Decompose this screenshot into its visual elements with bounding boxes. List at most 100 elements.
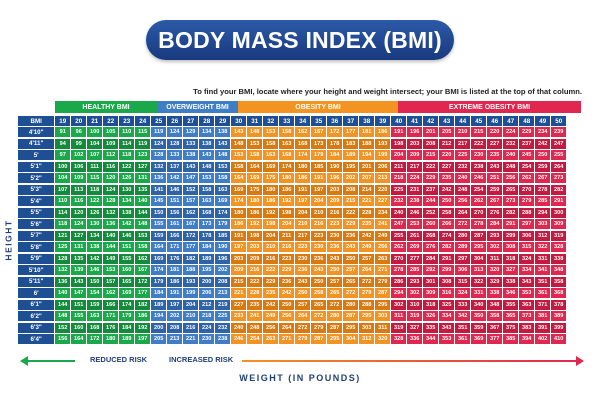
weight-cell: 172 (87, 334, 103, 345)
weight-cell: 279 (311, 322, 327, 333)
weight-cell: 322 (535, 242, 551, 253)
weight-cell: 250 (279, 299, 295, 310)
weight-cell: 327 (503, 265, 519, 276)
weight-cell: 313 (471, 265, 487, 276)
weight-cell: 257 (359, 253, 375, 264)
weight-cell: 164 (231, 173, 247, 184)
weight-cell: 124 (167, 127, 183, 138)
weight-cell: 216 (311, 219, 327, 230)
weight-cell: 107 (55, 184, 71, 195)
weight-cell: 348 (551, 265, 567, 276)
height-cell: 5'4" (18, 196, 55, 207)
weight-cell: 134 (87, 230, 103, 241)
weight-cell: 91 (55, 127, 71, 138)
category-obesity: OBESITY BMI (238, 101, 398, 113)
weight-cell: 381 (535, 311, 551, 322)
weight-cell: 311 (487, 253, 503, 264)
weight-cell: 156 (167, 207, 183, 218)
weight-cell: 180 (247, 196, 263, 207)
weight-cell: 254 (247, 334, 263, 345)
weight-cell: 182 (135, 299, 151, 310)
increased-risk-arrowhead-icon (576, 356, 584, 366)
bmi-header-cell: 44 (455, 116, 471, 127)
weight-cell: 194 (151, 311, 167, 322)
weight-cell: 284 (423, 253, 439, 264)
weight-cell: 163 (279, 138, 295, 149)
weight-cell: 261 (407, 230, 423, 241)
weight-cell: 216 (263, 253, 279, 264)
weight-cell: 262 (519, 173, 535, 184)
weight-cell: 223 (279, 253, 295, 264)
weight-cell: 159 (87, 299, 103, 310)
weight-cell: 190 (327, 161, 343, 172)
weight-cell: 169 (119, 288, 135, 299)
weight-cell: 297 (455, 253, 471, 264)
weight-cell: 240 (503, 150, 519, 161)
weight-cell: 304 (471, 253, 487, 264)
weight-cell: 169 (215, 196, 231, 207)
weight-cell: 272 (343, 288, 359, 299)
weight-cell: 213 (215, 288, 231, 299)
weight-cell: 278 (391, 265, 407, 276)
weight-cell: 106 (71, 161, 87, 172)
weight-cell: 229 (279, 265, 295, 276)
weight-cell: 218 (391, 173, 407, 184)
height-axis-label-text: HEIGHT (4, 219, 14, 261)
bmi-column-label: BMI (18, 116, 55, 127)
weight-cell: 137 (167, 161, 183, 172)
weight-cell: 196 (215, 253, 231, 264)
weight-cell: 126 (87, 207, 103, 218)
weight-cell: 255 (391, 230, 407, 241)
weight-cell: 205 (439, 127, 455, 138)
weight-cell: 105 (103, 127, 119, 138)
weight-cell: 210 (295, 219, 311, 230)
weight-cell: 192 (279, 196, 295, 207)
weight-cell: 167 (311, 127, 327, 138)
weight-cell: 322 (471, 276, 487, 287)
weight-cell: 202 (167, 311, 183, 322)
weight-cell: 241 (247, 311, 263, 322)
weight-cell: 193 (375, 138, 391, 149)
weight-cell: 156 (55, 334, 71, 345)
weight-cell: 184 (151, 288, 167, 299)
weight-cell: 249 (375, 230, 391, 241)
weight-cell: 110 (55, 196, 71, 207)
category-healthy: HEALTHY BMI (55, 101, 157, 113)
weight-cell: 237 (423, 184, 439, 195)
weight-cell: 184 (327, 150, 343, 161)
weight-cell: 114 (119, 138, 135, 149)
weight-cell: 295 (359, 311, 375, 322)
weight-cell: 217 (455, 138, 471, 149)
weight-cell: 115 (135, 127, 151, 138)
weight-cell: 209 (247, 253, 263, 264)
category-overweight: OVERWEIGHT BMI (157, 101, 238, 113)
weight-cell: 115 (87, 173, 103, 184)
weight-cell: 233 (231, 311, 247, 322)
weight-cell: 229 (519, 127, 535, 138)
weight-cell: 142 (87, 253, 103, 264)
weight-cell: 162 (295, 127, 311, 138)
weight-cell: 189 (199, 253, 215, 264)
weight-cell: 163 (263, 150, 279, 161)
weight-cell: 343 (439, 322, 455, 333)
weight-cell: 271 (279, 334, 295, 345)
weight-cell: 135 (135, 184, 151, 195)
weight-cell: 299 (503, 230, 519, 241)
weight-cell: 151 (119, 242, 135, 253)
weight-cell: 319 (391, 322, 407, 333)
weight-cell: 250 (327, 265, 343, 276)
weight-cell: 377 (487, 334, 503, 345)
weight-cell: 318 (503, 253, 519, 264)
weight-cell: 178 (199, 230, 215, 241)
weight-cell: 230 (199, 334, 215, 345)
weight-cell: 229 (343, 219, 359, 230)
weight-cell: 204 (391, 150, 407, 161)
weight-cell: 227 (231, 299, 247, 310)
weight-cell: 100 (55, 161, 71, 172)
reduced-risk-arrowhead-icon (20, 356, 28, 366)
weight-cell: 326 (423, 311, 439, 322)
weight-cell: 135 (71, 253, 87, 264)
weight-cell: 194 (359, 150, 375, 161)
weight-cell: 163 (215, 184, 231, 195)
weight-cell: 358 (487, 311, 503, 322)
